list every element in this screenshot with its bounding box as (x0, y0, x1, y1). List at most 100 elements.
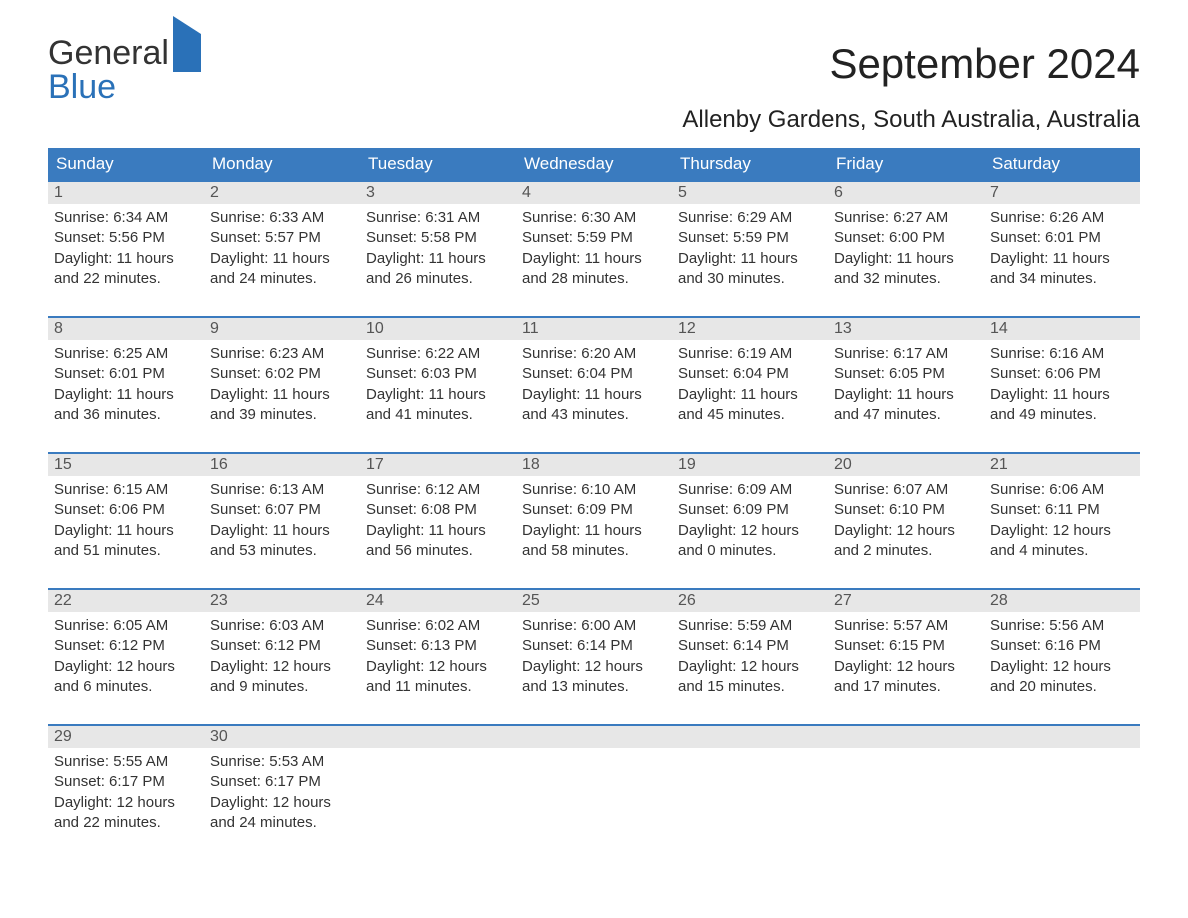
day-number: 18 (516, 454, 672, 476)
dow-cell: Monday (204, 148, 360, 180)
sunrise-text: Sunrise: 6:23 AM (210, 344, 354, 364)
day-body: Sunrise: 6:33 AMSunset: 5:57 PMDaylight:… (204, 204, 360, 293)
day-body: Sunrise: 5:59 AMSunset: 6:14 PMDaylight:… (672, 612, 828, 701)
day-number (984, 726, 1140, 748)
daylight-text: Daylight: 12 hours (834, 521, 978, 541)
dow-row: SundayMondayTuesdayWednesdayThursdayFrid… (48, 148, 1140, 180)
daylight-text: Daylight: 12 hours (54, 793, 198, 813)
sunrise-text: Sunrise: 5:59 AM (678, 616, 822, 636)
sunrise-text: Sunrise: 5:57 AM (834, 616, 978, 636)
daylight-text: Daylight: 11 hours (366, 249, 510, 269)
brand-text: General Blue (48, 36, 201, 104)
daylight-text: and 51 minutes. (54, 541, 198, 561)
sunrise-text: Sunrise: 6:13 AM (210, 480, 354, 500)
daylight-text: and 11 minutes. (366, 677, 510, 697)
sunset-text: Sunset: 6:06 PM (990, 364, 1134, 384)
day-number: 1 (48, 182, 204, 204)
daylight-text: and 41 minutes. (366, 405, 510, 425)
daylight-text: and 53 minutes. (210, 541, 354, 561)
day-number: 14 (984, 318, 1140, 340)
sunset-text: Sunset: 6:07 PM (210, 500, 354, 520)
day-cell: 24Sunrise: 6:02 AMSunset: 6:13 PMDayligh… (360, 590, 516, 702)
sunset-text: Sunset: 6:16 PM (990, 636, 1134, 656)
day-number: 10 (360, 318, 516, 340)
sunrise-text: Sunrise: 6:16 AM (990, 344, 1134, 364)
day-number: 4 (516, 182, 672, 204)
day-cell: 29Sunrise: 5:55 AMSunset: 6:17 PMDayligh… (48, 726, 204, 838)
daylight-text: and 13 minutes. (522, 677, 666, 697)
day-cell: 10Sunrise: 6:22 AMSunset: 6:03 PMDayligh… (360, 318, 516, 430)
day-number: 2 (204, 182, 360, 204)
sunset-text: Sunset: 6:01 PM (990, 228, 1134, 248)
daylight-text: Daylight: 12 hours (834, 657, 978, 677)
sunrise-text: Sunrise: 6:27 AM (834, 208, 978, 228)
sunset-text: Sunset: 6:09 PM (522, 500, 666, 520)
sunrise-text: Sunrise: 6:29 AM (678, 208, 822, 228)
sunset-text: Sunset: 6:11 PM (990, 500, 1134, 520)
day-number: 29 (48, 726, 204, 748)
day-number: 20 (828, 454, 984, 476)
sunrise-text: Sunrise: 6:02 AM (366, 616, 510, 636)
daylight-text: Daylight: 11 hours (678, 249, 822, 269)
sunset-text: Sunset: 6:12 PM (54, 636, 198, 656)
daylight-text: and 28 minutes. (522, 269, 666, 289)
day-cell: 12Sunrise: 6:19 AMSunset: 6:04 PMDayligh… (672, 318, 828, 430)
day-body: Sunrise: 6:13 AMSunset: 6:07 PMDaylight:… (204, 476, 360, 565)
day-body: Sunrise: 5:53 AMSunset: 6:17 PMDaylight:… (204, 748, 360, 837)
daylight-text: and 15 minutes. (678, 677, 822, 697)
sunrise-text: Sunrise: 6:15 AM (54, 480, 198, 500)
daylight-text: Daylight: 11 hours (834, 249, 978, 269)
day-body: Sunrise: 6:07 AMSunset: 6:10 PMDaylight:… (828, 476, 984, 565)
daylight-text: and 9 minutes. (210, 677, 354, 697)
day-body: Sunrise: 6:29 AMSunset: 5:59 PMDaylight:… (672, 204, 828, 293)
day-body: Sunrise: 6:09 AMSunset: 6:09 PMDaylight:… (672, 476, 828, 565)
sunrise-text: Sunrise: 6:25 AM (54, 344, 198, 364)
day-cell: 3Sunrise: 6:31 AMSunset: 5:58 PMDaylight… (360, 182, 516, 294)
week-row: 8Sunrise: 6:25 AMSunset: 6:01 PMDaylight… (48, 316, 1140, 430)
daylight-text: Daylight: 11 hours (990, 385, 1134, 405)
day-cell: 2Sunrise: 6:33 AMSunset: 5:57 PMDaylight… (204, 182, 360, 294)
day-cell: 15Sunrise: 6:15 AMSunset: 6:06 PMDayligh… (48, 454, 204, 566)
day-cell: 19Sunrise: 6:09 AMSunset: 6:09 PMDayligh… (672, 454, 828, 566)
sunrise-text: Sunrise: 5:55 AM (54, 752, 198, 772)
daylight-text: and 49 minutes. (990, 405, 1134, 425)
sunrise-text: Sunrise: 6:19 AM (678, 344, 822, 364)
day-number: 21 (984, 454, 1140, 476)
day-cell: 17Sunrise: 6:12 AMSunset: 6:08 PMDayligh… (360, 454, 516, 566)
location-label: Allenby Gardens, South Australia, Austra… (48, 106, 1140, 134)
sunset-text: Sunset: 6:10 PM (834, 500, 978, 520)
sunrise-text: Sunrise: 6:22 AM (366, 344, 510, 364)
daylight-text: and 56 minutes. (366, 541, 510, 561)
sunrise-text: Sunrise: 6:34 AM (54, 208, 198, 228)
sunrise-text: Sunrise: 6:20 AM (522, 344, 666, 364)
daylight-text: and 4 minutes. (990, 541, 1134, 561)
day-number: 15 (48, 454, 204, 476)
day-body: Sunrise: 6:27 AMSunset: 6:00 PMDaylight:… (828, 204, 984, 293)
day-cell: 7Sunrise: 6:26 AMSunset: 6:01 PMDaylight… (984, 182, 1140, 294)
sunset-text: Sunset: 5:57 PM (210, 228, 354, 248)
week-row: 15Sunrise: 6:15 AMSunset: 6:06 PMDayligh… (48, 452, 1140, 566)
daylight-text: and 20 minutes. (990, 677, 1134, 697)
daylight-text: and 58 minutes. (522, 541, 666, 561)
day-cell: 16Sunrise: 6:13 AMSunset: 6:07 PMDayligh… (204, 454, 360, 566)
day-cell: 26Sunrise: 5:59 AMSunset: 6:14 PMDayligh… (672, 590, 828, 702)
dow-cell: Friday (828, 148, 984, 180)
sunset-text: Sunset: 6:04 PM (522, 364, 666, 384)
sunrise-text: Sunrise: 6:07 AM (834, 480, 978, 500)
sunset-text: Sunset: 5:56 PM (54, 228, 198, 248)
day-number: 22 (48, 590, 204, 612)
day-cell: 13Sunrise: 6:17 AMSunset: 6:05 PMDayligh… (828, 318, 984, 430)
day-number: 16 (204, 454, 360, 476)
calendar: SundayMondayTuesdayWednesdayThursdayFrid… (48, 148, 1140, 838)
day-body: Sunrise: 6:20 AMSunset: 6:04 PMDaylight:… (516, 340, 672, 429)
day-number: 7 (984, 182, 1140, 204)
week-row: 29Sunrise: 5:55 AMSunset: 6:17 PMDayligh… (48, 724, 1140, 838)
day-body: Sunrise: 6:26 AMSunset: 6:01 PMDaylight:… (984, 204, 1140, 293)
day-number: 26 (672, 590, 828, 612)
daylight-text: and 47 minutes. (834, 405, 978, 425)
day-body: Sunrise: 6:06 AMSunset: 6:11 PMDaylight:… (984, 476, 1140, 565)
day-number: 8 (48, 318, 204, 340)
day-number: 6 (828, 182, 984, 204)
day-cell: 20Sunrise: 6:07 AMSunset: 6:10 PMDayligh… (828, 454, 984, 566)
day-number: 3 (360, 182, 516, 204)
